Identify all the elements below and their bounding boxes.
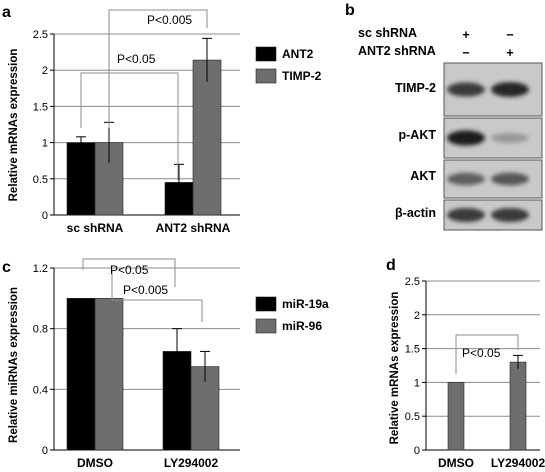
y-tick-label: 0 <box>42 445 48 457</box>
p-value-annotation: P<0.05 <box>110 263 149 277</box>
significance-bracket <box>455 334 519 374</box>
panel-d-chart: Relative mRNAs expression 0 0.5 1 1.5 2 2.5 DM… <box>389 276 545 470</box>
p-value-annotation: P<0.005 <box>147 13 192 27</box>
y-tick-label: 2 <box>42 65 48 77</box>
blot-band <box>447 172 485 186</box>
western-blot: sc shRNA ANT2 shRNA + − − + TIMP-2 p-AKT A… <box>358 26 543 231</box>
legend-swatch <box>255 296 277 312</box>
significance-bracket <box>108 9 208 128</box>
blot-band <box>447 130 485 146</box>
p-value-annotation: P<0.05 <box>462 346 501 360</box>
legend-label: miR-19a <box>282 297 329 311</box>
y-tick-label: 1.5 <box>405 344 420 356</box>
blot-mark: − <box>462 46 469 60</box>
p-value-annotation: P<0.05 <box>117 52 156 66</box>
x-tick-label: sc shRNA <box>67 221 124 235</box>
y-tick-label: 1 <box>42 138 48 150</box>
blot-band-label: TIMP-2 <box>395 81 436 95</box>
legend-swatch <box>255 46 277 62</box>
blot-band-label: AKT <box>410 169 436 183</box>
blot-band-label: β-actin <box>395 206 436 220</box>
blot-condition-label: sc shRNA <box>358 26 417 40</box>
bar <box>94 298 124 451</box>
legend-label: miR-96 <box>282 319 322 333</box>
panel-d-ylabel: Relative mRNAs expression <box>389 292 401 445</box>
blot-mark: + <box>506 46 513 60</box>
y-tick-label: 2.5 <box>33 29 48 41</box>
y-tick-label: 2.5 <box>405 276 420 288</box>
y-tick-label: 0.5 <box>33 174 48 186</box>
bar <box>66 142 96 216</box>
legend-swatch <box>255 318 277 334</box>
panel-label-c: c <box>2 259 11 276</box>
panel-c-chart: Relative miRNAs expression 0 0.4 0.8 1.2 DMS… <box>8 258 329 470</box>
x-tick-label: DMSO <box>77 456 113 470</box>
y-tick-label: 1.2 <box>33 263 48 275</box>
blot-mark: + <box>462 28 469 42</box>
x-tick-label: LY294002 <box>491 456 545 470</box>
panel-a-ylabel: Relative mRNAs expression <box>8 49 20 202</box>
y-tick-label: 0 <box>414 445 420 457</box>
y-tick-label: 0.5 <box>405 411 420 423</box>
y-tick-label: 2 <box>414 310 420 322</box>
y-tick-label: 0 <box>42 210 48 222</box>
bar <box>509 361 527 451</box>
x-tick-label: LY294002 <box>164 456 219 470</box>
blot-band <box>447 82 485 97</box>
blot-band <box>491 133 529 143</box>
bar <box>447 382 465 451</box>
y-tick-label: 1.5 <box>33 101 48 113</box>
panel-label-b: b <box>345 2 355 19</box>
legend-swatch <box>255 68 277 84</box>
y-tick-label: 1 <box>414 377 420 389</box>
blot-band <box>491 82 529 97</box>
y-tick-label: 0.4 <box>33 384 48 396</box>
y-tick-label: 0.8 <box>33 324 48 336</box>
panel-label-d: d <box>386 257 396 274</box>
panel-c-ylabel: Relative miRNAs expression <box>8 287 20 443</box>
bar <box>66 298 96 451</box>
significance-bracket <box>80 72 179 180</box>
blot-condition-label: ANT2 shRNA <box>358 44 436 58</box>
blot-band <box>491 172 529 186</box>
p-value-annotation: P<0.005 <box>123 283 168 297</box>
significance-bracket <box>82 258 176 287</box>
blot-mark: − <box>506 28 513 42</box>
panel-label-a: a <box>2 4 11 21</box>
legend-label: TIMP-2 <box>282 69 322 83</box>
blot-band-label: p-AKT <box>399 128 437 142</box>
blot-band <box>447 208 485 222</box>
panel-a-chart: Relative mRNAs expression 0 0.5 1 1.5 2 2.5 sc… <box>8 9 322 235</box>
x-tick-label: ANT2 shRNA <box>156 221 231 235</box>
blot-band <box>491 208 529 222</box>
x-tick-label: DMSO <box>438 456 474 470</box>
legend-label: ANT2 <box>282 47 314 61</box>
bar <box>192 59 222 216</box>
